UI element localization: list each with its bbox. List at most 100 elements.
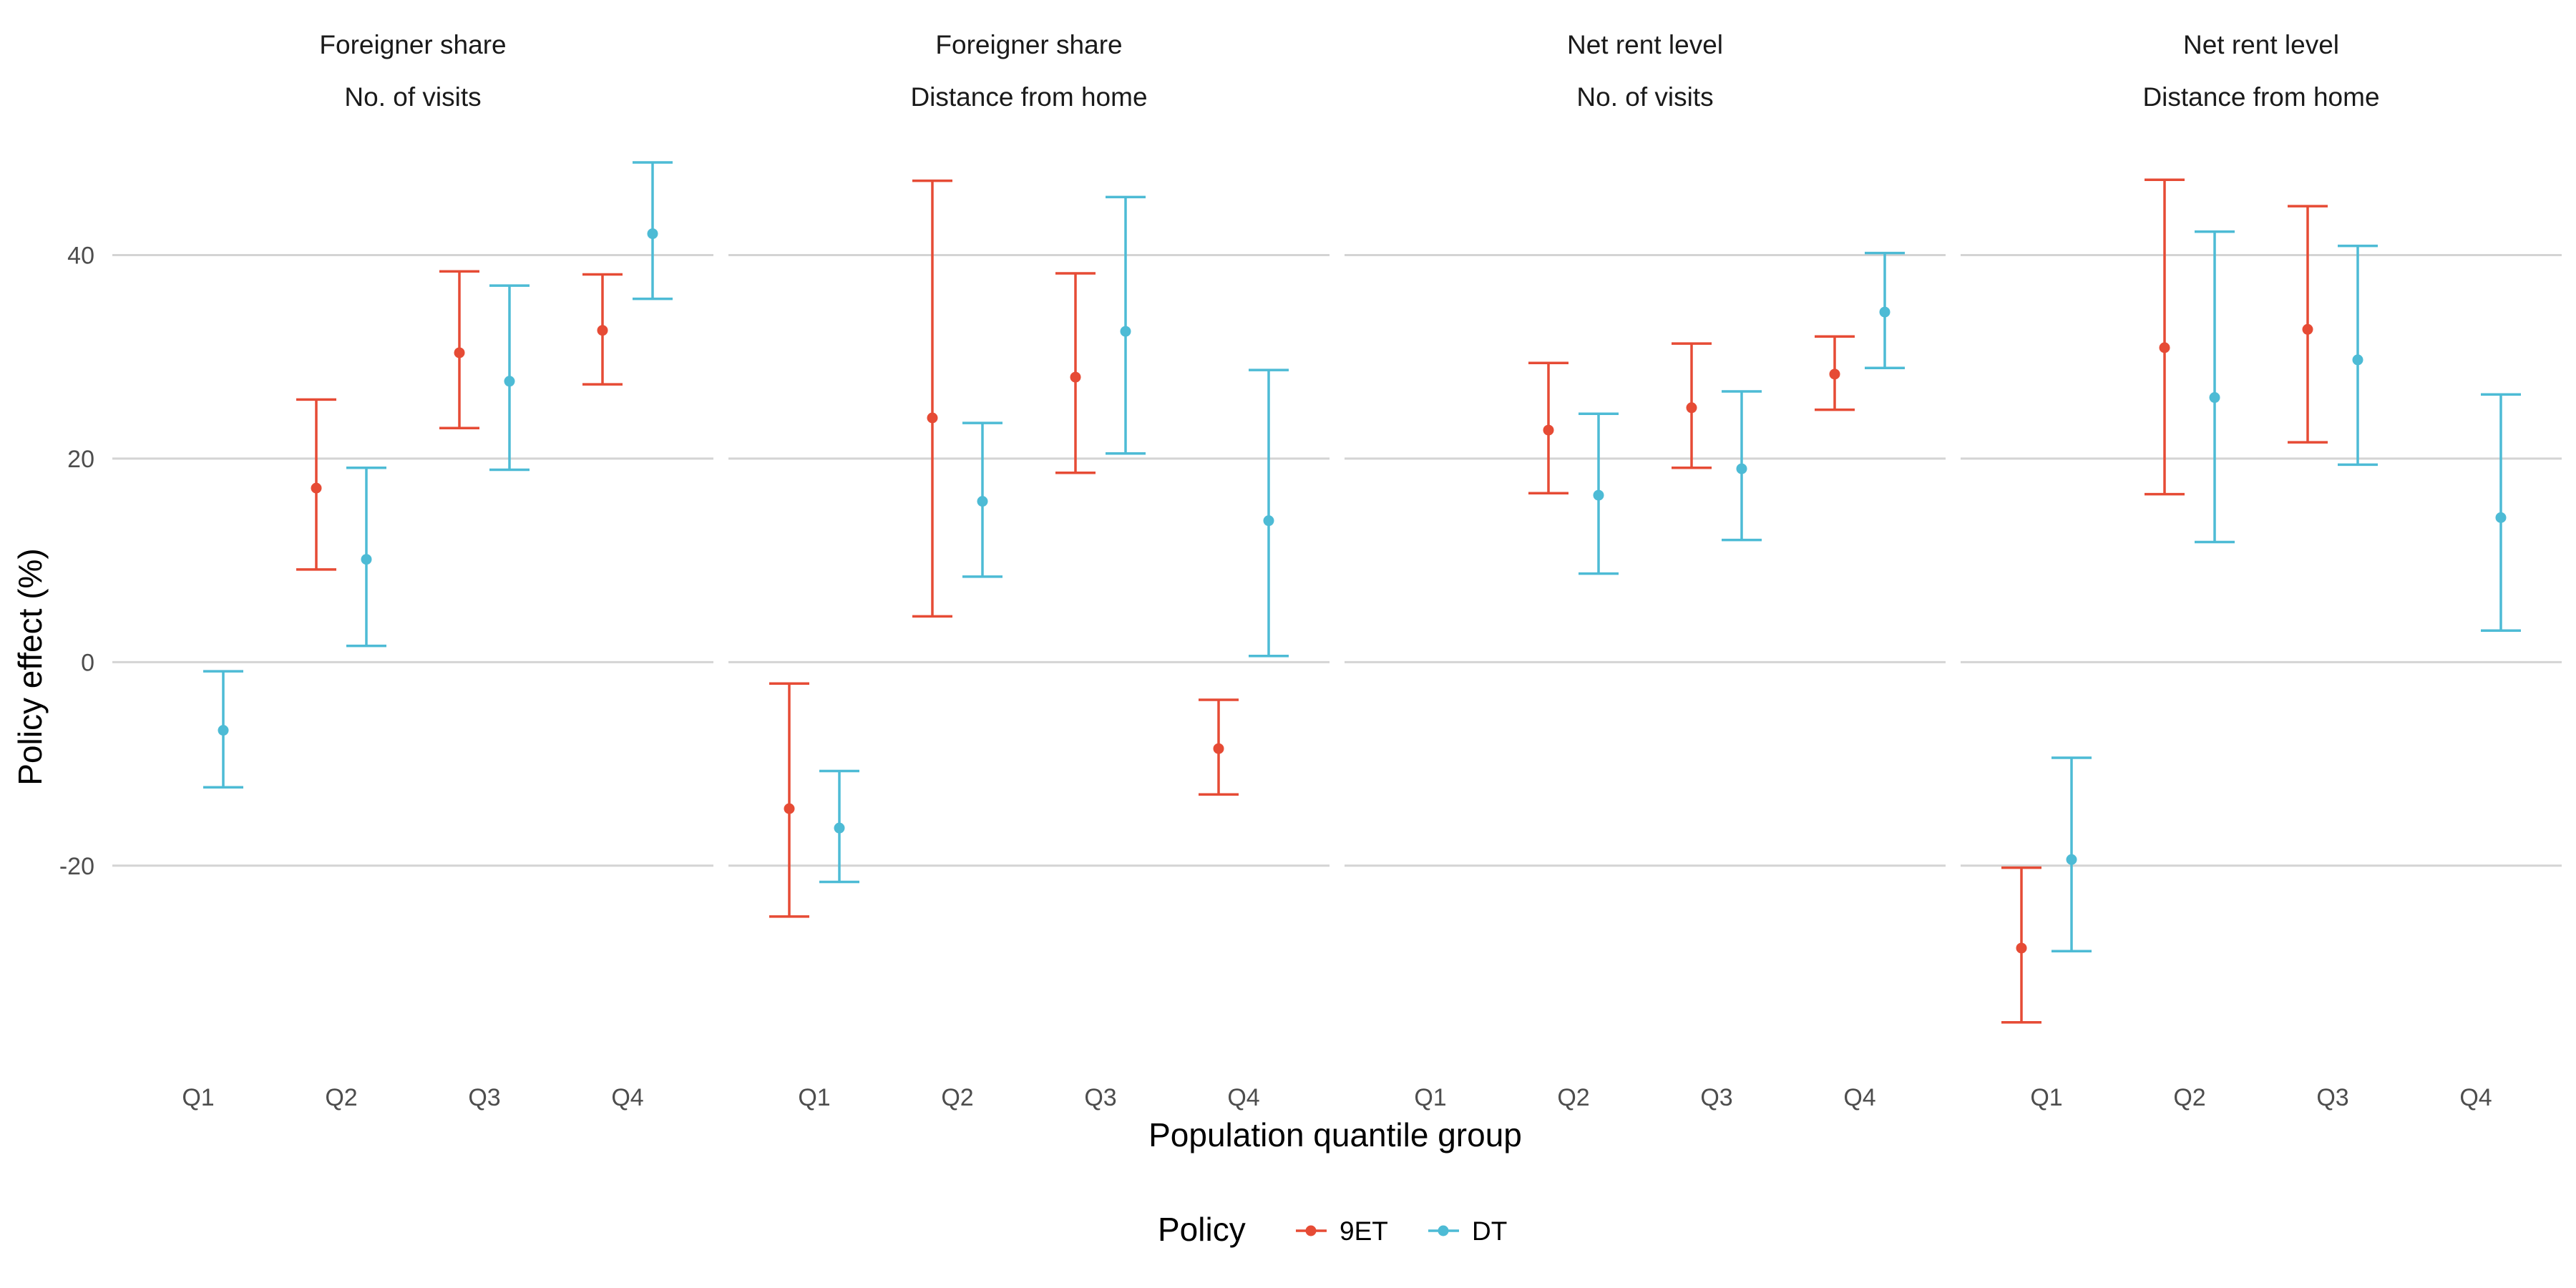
error-bar-dt (2338, 244, 2378, 467)
facet-strip-top: Net rent level (2183, 30, 2339, 59)
error-bar-9et (912, 179, 952, 618)
point-estimate (977, 496, 988, 507)
error-bar-9et (1528, 361, 1568, 494)
point-estimate (454, 347, 465, 358)
point-estimate (1543, 424, 1554, 436)
facet-strip-bottom: Distance from home (910, 82, 1147, 112)
legend: Policy 9ET DT (1158, 1211, 1507, 1248)
x-tick-label: Q3 (1084, 1084, 1116, 1111)
point-estimate (927, 412, 938, 424)
facet-strip-bottom: Distance from home (2142, 82, 2379, 112)
error-bar-9et (1199, 698, 1239, 796)
point-estimate (1593, 489, 1604, 501)
point-estimate (784, 803, 795, 814)
error-bar-dt (962, 421, 1002, 578)
legend-item-9et: 9ET (1296, 1216, 1388, 1246)
error-bar-9et (582, 273, 623, 386)
x-tick-label: Q2 (325, 1084, 357, 1111)
facet-panel: Foreigner share Distance from home Q1 Q2 Q3 Q… (728, 30, 1330, 1111)
point-estimate (1879, 306, 1890, 318)
facet-panel: Foreigner share No. of visits Q1 Q2 Q3 Q4 (112, 30, 713, 1111)
point-estimate (2302, 323, 2313, 335)
point-estimate (504, 376, 515, 387)
x-tick-label: Q4 (1843, 1084, 1875, 1111)
y-tick-label: 20 (67, 446, 94, 473)
facet-panel: Net rent level Distance from home Q1 Q2 Q3 Q4 (1961, 30, 2562, 1111)
legend-label: DT (1472, 1216, 1507, 1246)
x-tick-label: Q2 (2173, 1084, 2205, 1111)
point-estimate (2066, 854, 2077, 865)
point-estimate (2495, 512, 2507, 523)
error-bar-dt (1579, 412, 1619, 575)
error-bar-9et (2145, 178, 2185, 496)
x-tick-label: Q4 (611, 1084, 643, 1111)
point-estimate (1736, 463, 1747, 474)
point-estimate (1213, 743, 1224, 754)
x-tick-label: Q4 (2459, 1084, 2492, 1111)
error-bar-dt (203, 670, 243, 789)
legend-label: 9ET (1340, 1216, 1388, 1246)
facet-panel: Net rent level No. of visits Q1 Q2 Q3 Q4 (1345, 30, 1946, 1111)
error-bar-9et (439, 270, 479, 429)
error-bar-dt (2481, 393, 2521, 632)
point-estimate (1070, 371, 1081, 383)
point-estimate (1263, 515, 1274, 527)
point-estimate (1829, 369, 1840, 380)
facet-strip-bottom: No. of visits (1576, 82, 1713, 112)
point-estimate (1120, 326, 1131, 337)
error-bar-dt (346, 466, 386, 648)
error-bar-9et (2288, 205, 2328, 444)
point-estimate (311, 482, 322, 494)
x-tick-label: Q4 (1227, 1084, 1259, 1111)
error-bar-9et (1815, 335, 1855, 411)
point-estimate (597, 325, 608, 336)
facet-strip-top: Foreigner share (935, 30, 1122, 59)
point-estimate (2016, 942, 2027, 954)
x-tick-label: Q2 (1557, 1084, 1589, 1111)
x-tick-label: Q1 (2030, 1084, 2062, 1111)
legend-item-dt: DT (1428, 1216, 1507, 1246)
error-bar-9et (296, 398, 336, 571)
point-estimate (834, 822, 845, 834)
facet-strip-bottom: No. of visits (344, 82, 481, 112)
y-tick-label: 40 (67, 242, 94, 269)
error-bar-dt (489, 284, 530, 472)
point-estimate (361, 554, 372, 565)
error-bar-dt (1722, 390, 1762, 542)
y-axis-title: Policy effect (%) (11, 548, 49, 785)
x-tick-label: Q1 (182, 1084, 214, 1111)
point-estimate (647, 228, 658, 240)
error-bar-9et (1672, 342, 1712, 469)
error-bar-9et (769, 682, 809, 918)
x-tick-label: Q3 (2316, 1084, 2348, 1111)
x-tick-label: Q3 (468, 1084, 500, 1111)
x-tick-label: Q2 (941, 1084, 973, 1111)
facet-strip-top: Net rent level (1567, 30, 1723, 59)
y-tick-label: 0 (81, 649, 94, 676)
x-tick-label: Q3 (1700, 1084, 1732, 1111)
error-bar-9et (2001, 866, 2041, 1024)
error-bar-dt (1249, 369, 1289, 658)
point-estimate (1686, 402, 1697, 414)
point-estimate (2209, 392, 2220, 404)
error-bar-dt (819, 769, 859, 884)
facet-strip-top: Foreigner share (319, 30, 506, 59)
error-bar-dt (1865, 251, 1905, 370)
x-axis-title: Population quantile group (1148, 1116, 1522, 1153)
point-estimate (2352, 354, 2363, 366)
x-tick-label: Q1 (1414, 1084, 1446, 1111)
error-bar-dt (633, 161, 673, 301)
legend-title: Policy (1158, 1211, 1246, 1248)
error-bar-9et (1055, 272, 1096, 474)
error-bar-dt (1106, 195, 1146, 455)
legend-key-point (1305, 1225, 1317, 1236)
y-axis: -20 0 20 40 (59, 242, 94, 879)
error-bar-dt (2051, 756, 2092, 952)
legend-key-point (1438, 1225, 1449, 1236)
point-estimate (2159, 342, 2170, 353)
y-tick-label: -20 (59, 853, 94, 880)
error-bar-dt (2195, 230, 2235, 544)
point-estimate (218, 725, 229, 736)
